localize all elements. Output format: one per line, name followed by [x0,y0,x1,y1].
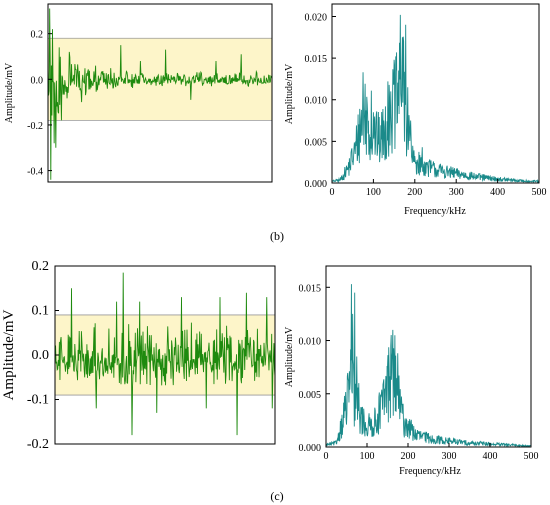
x-ticks-b-freq: 0 100 200 300 400 500 [330,179,547,198]
x-axis-label-b-freq: Frequency/kHz [404,206,466,217]
spectrum-line-b-freq [331,14,540,184]
y-ticks-b-freq: 0.000 0.005 0.010 0.015 0.020 [305,12,336,190]
x-tick-label: 100 [366,187,381,198]
x-tick-label: 200 [401,451,416,462]
plot-frame-b-freq [331,3,540,184]
y-tick-label: 0.015 [299,283,322,294]
chart-c-freq: 0.000 0.005 0.010 0.015 0 100 200 300 400 500 Am… [284,265,539,477]
y-tick-label: -0.2 [27,437,49,452]
x-tick-label: 500 [532,187,547,198]
x-tick-label: 400 [483,451,498,462]
y-tick-label: 0.2 [31,30,44,41]
waveform-line-b-time [47,8,273,180]
y-tick-label: -0.4 [27,167,43,178]
y-tick-label: 0.0 [31,75,44,86]
x-axis-label-c-freq: Frequency/kHz [399,466,461,477]
chart-b-time: -0.4 -0.2 0.0 0.2 Amplitude/mV [4,3,273,183]
x-tick-label: 200 [407,187,422,198]
plot-frame-c-time [54,265,276,445]
x-tick-label: 400 [490,187,505,198]
x-tick-label: 300 [442,451,457,462]
y-tick-label: 0.000 [299,443,322,454]
y-tick-label: -0.2 [27,121,43,132]
y-tick-label: 0.020 [305,12,328,23]
y-tick-label: -0.1 [27,393,49,408]
y-axis-label-c-freq: Amplitude/mV [284,326,295,387]
y-ticks-c-time: -0.2 -0.1 0.0 0.1 0.2 [27,259,59,452]
y-tick-label: 0.010 [299,337,322,348]
y-tick-label: 0.005 [299,390,322,401]
x-tick-label: 0 [330,187,335,198]
y-tick-label: 0.015 [305,54,328,65]
y-axis-label-b-time: Amplitude/mV [4,62,15,123]
plot-frame-b-time [47,3,273,183]
y-ticks-c-freq: 0.000 0.005 0.010 0.015 [299,283,330,454]
y-tick-label: 0.2 [32,259,50,274]
y-ticks-b-time: -0.4 -0.2 0.0 0.2 [27,30,52,178]
chart-c-time: -0.2 -0.1 0.0 0.1 0.2 Amplitude/mV [1,259,276,452]
chart-b-freq: 0.000 0.005 0.010 0.015 0.020 0 100 200 300 400 5… [284,3,547,217]
x-tick-label: 300 [449,187,464,198]
y-axis-label-b-freq: Amplitude/mV [284,63,295,124]
x-tick-label: 500 [524,451,539,462]
y-tick-label: 0.1 [32,304,50,319]
y-axis-label-c-time: Amplitude/mV [1,309,17,400]
spectrum-line-c-freq [325,284,532,448]
plot-frame-c-freq [325,265,532,448]
x-tick-label: 100 [360,451,375,462]
y-tick-label: 0.0 [32,348,50,363]
caption-b: (b) [270,229,284,243]
y-tick-label: 0.000 [305,179,328,190]
y-tick-label: 0.010 [305,96,328,107]
x-tick-label: 0 [324,451,329,462]
y-tick-label: 0.005 [305,137,328,148]
caption-c: (c) [270,489,283,503]
waveform-line-c-time [54,272,276,436]
